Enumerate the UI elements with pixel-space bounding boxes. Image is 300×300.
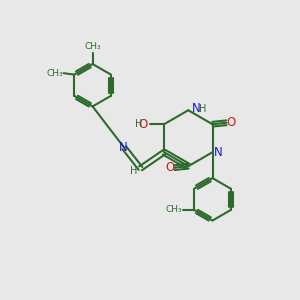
Text: CH₃: CH₃ — [166, 206, 182, 214]
Text: CH₃: CH₃ — [46, 69, 63, 78]
Text: H: H — [130, 166, 138, 176]
Text: N: N — [192, 102, 201, 115]
Text: H: H — [135, 118, 142, 129]
Text: O: O — [138, 118, 147, 131]
Text: N: N — [119, 141, 128, 154]
Text: O: O — [226, 116, 236, 129]
Text: O: O — [165, 161, 175, 174]
Text: CH₃: CH₃ — [84, 42, 101, 51]
Text: H: H — [199, 104, 207, 114]
Text: N: N — [214, 146, 223, 159]
